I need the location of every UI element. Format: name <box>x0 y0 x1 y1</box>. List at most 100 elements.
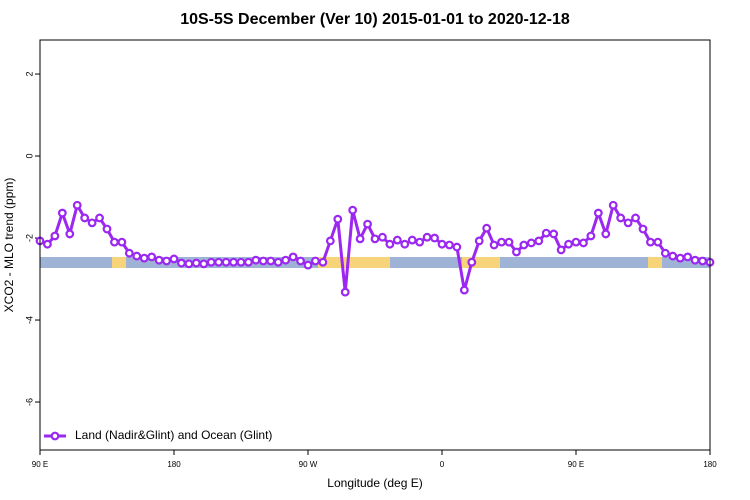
x-axis-label: Longitude (deg E) <box>327 476 422 490</box>
data-point <box>236 257 246 267</box>
data-point <box>199 259 209 269</box>
data-point <box>184 259 194 269</box>
chart-title: 10S-5S December (Ver 10) 2015-01-01 to 2… <box>180 11 570 28</box>
data-point <box>683 252 693 262</box>
data-point <box>690 255 700 265</box>
data-point <box>504 237 514 247</box>
y-tick-label: 2 <box>24 72 34 77</box>
data-point <box>497 237 506 247</box>
data-point <box>549 229 559 239</box>
data-point <box>214 257 224 267</box>
data-point <box>378 232 387 242</box>
data-point <box>72 200 82 210</box>
data-point <box>593 208 603 218</box>
data-point <box>660 248 670 258</box>
series-line <box>39 201 711 293</box>
data-point <box>541 228 551 238</box>
data-point <box>534 236 544 246</box>
data-point <box>616 213 626 223</box>
data-point <box>50 231 60 241</box>
data-point <box>363 219 372 229</box>
data-point <box>296 256 305 266</box>
data-point <box>489 240 499 250</box>
data-point <box>288 252 298 262</box>
y-axis-label: XCO2 - MLO trend (ppm) <box>2 178 16 313</box>
data-point <box>586 231 596 241</box>
data-point <box>385 239 395 249</box>
data-point <box>452 242 462 252</box>
data-point <box>668 251 678 261</box>
data-point <box>698 256 707 266</box>
data-point <box>65 229 75 239</box>
data-point <box>333 214 343 224</box>
data-point <box>95 213 104 223</box>
data-point <box>631 213 640 223</box>
legend-marker <box>50 431 60 441</box>
y-tick-label: -4 <box>24 316 34 324</box>
data-point <box>355 234 365 244</box>
data-point <box>579 238 588 248</box>
data-point <box>43 239 52 249</box>
y-tick-label: -6 <box>24 398 34 406</box>
data-point <box>162 256 171 266</box>
data-point <box>124 248 134 258</box>
data-point <box>266 256 276 266</box>
data-point <box>564 239 573 249</box>
data-point <box>191 258 201 268</box>
data-point <box>422 232 432 242</box>
data-point <box>653 237 663 247</box>
data-point <box>132 251 142 261</box>
data-point <box>206 257 216 267</box>
data-point <box>430 233 439 243</box>
y-tick-label: -2 <box>24 234 34 242</box>
x-tick-label: 90 W <box>299 460 318 469</box>
data-point <box>80 213 90 223</box>
data-point <box>340 287 350 297</box>
data-point <box>147 252 157 262</box>
data-point <box>437 239 447 249</box>
y-tick-label: 0 <box>24 154 34 159</box>
data-point <box>482 223 492 233</box>
data-point <box>325 236 335 246</box>
data-point <box>675 253 685 263</box>
data-point <box>244 257 253 267</box>
data-point <box>459 285 469 295</box>
data-point <box>348 205 358 215</box>
data-point <box>445 240 454 250</box>
data-point <box>318 257 328 267</box>
x-tick-label: 90 E <box>568 460 584 469</box>
data-point <box>646 237 655 247</box>
data-point <box>556 245 566 255</box>
legend-label: Land (Nadir&Glint) and Ocean (Glint) <box>75 428 272 442</box>
data-point <box>392 235 402 245</box>
x-tick-label: 180 <box>167 460 181 469</box>
data-point <box>512 247 521 257</box>
data-point <box>311 256 320 266</box>
data-point <box>407 235 417 245</box>
data-point <box>526 238 536 248</box>
data-point <box>117 237 127 247</box>
data-point <box>102 224 112 234</box>
data-point <box>169 254 179 264</box>
data-point <box>273 257 283 267</box>
data-point <box>415 237 425 247</box>
data-point <box>251 255 261 265</box>
x-tick-label: 90 E <box>32 460 48 469</box>
data-point <box>370 234 380 244</box>
data-point <box>608 200 618 210</box>
data-point <box>57 208 67 218</box>
data-point <box>623 218 633 228</box>
data-point <box>87 218 97 228</box>
x-tick-label: 0 <box>440 460 445 469</box>
land-ocean-strip <box>40 257 710 268</box>
data-point <box>601 229 611 239</box>
plot-frame <box>39 39 711 451</box>
data-point <box>303 260 313 270</box>
data-point <box>258 256 268 266</box>
data-point <box>281 255 291 265</box>
data-point <box>638 224 648 234</box>
data-point <box>139 253 149 263</box>
data-point <box>221 257 231 267</box>
data-point <box>467 257 477 267</box>
